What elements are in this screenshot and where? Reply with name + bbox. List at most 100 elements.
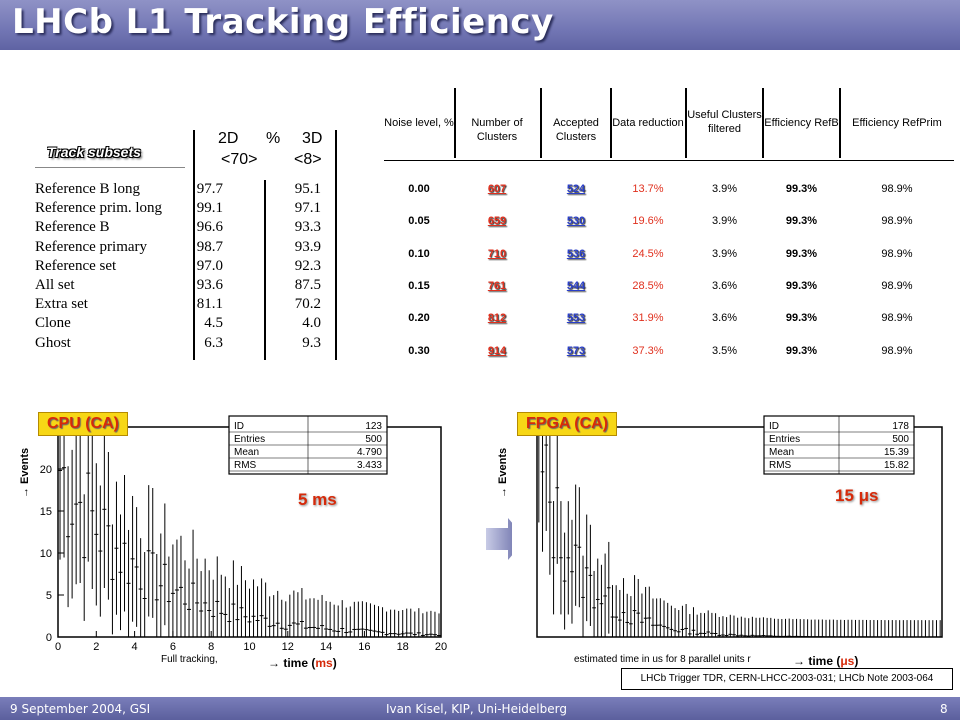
column-header: Efficiency RefB (764, 117, 839, 129)
subset-name: All set (35, 277, 75, 293)
stats-value: 15.39 (884, 447, 909, 458)
slide-title: LHCb L1 Tracking Efficiency (12, 2, 554, 42)
stats-label: RMS (769, 460, 792, 471)
fpga-time-axis-label: → time (μs) (793, 654, 859, 668)
x-tick-label: 10 (243, 641, 255, 653)
x-tick-label: 2 (93, 641, 99, 653)
table-cell: 553 (566, 312, 586, 325)
track-subsets-header: Track subsets (47, 144, 141, 160)
table-cell: 0.15 (408, 279, 430, 292)
table-cell: 659 (487, 215, 507, 228)
subset-name: Reference prim. long (35, 200, 163, 217)
subset-row: Reference B 96.6 93.3 (35, 219, 335, 238)
stats-label: RMS (234, 460, 257, 471)
table-cell: 98.9% (881, 279, 913, 292)
header-3d: 3D (302, 130, 323, 147)
subheader-3d: <8> (294, 151, 322, 168)
subset-row: Extra set 81.1 70.2 (35, 296, 335, 315)
y-tick-label: 10 (40, 548, 52, 560)
stats-value: 500 (892, 434, 909, 445)
y-tick-label: 15 (40, 506, 52, 518)
x-tick-label: 18 (397, 641, 409, 653)
table-cell: 0.20 (408, 312, 430, 325)
table-cell: 812 (487, 312, 507, 325)
column-header: Accepted Clusters (553, 117, 599, 143)
events-axis-label: → Events (19, 447, 31, 498)
column-divider (335, 130, 337, 360)
table-cell: 28.5% (632, 279, 664, 292)
stats-value: 123 (365, 421, 382, 432)
stats-value: 15.82 (884, 460, 909, 471)
table-cell: 98.9% (881, 247, 913, 260)
table-cell: 3.5% (711, 344, 738, 357)
footer-date: 9 September 2004, GSI (10, 702, 151, 716)
subset-row: Reference primary 98.7 93.9 (35, 239, 335, 258)
table-cell: 37.3% (632, 344, 664, 357)
subset-name: Ghost (35, 334, 71, 351)
value-3d: 87.5 (294, 277, 321, 293)
table-cell: 19.6% (632, 215, 664, 228)
table-cell: 99.3% (785, 247, 818, 260)
x-tick-label: 6 (170, 641, 176, 653)
column-header: Noise level, % (384, 117, 454, 129)
table-cell: 914 (487, 344, 507, 357)
table-cell: 99.3% (785, 183, 818, 195)
table-cell: 31.9% (632, 312, 664, 325)
x-caption: Full tracking, (161, 654, 218, 665)
subset-name: Reference B (35, 219, 110, 236)
table-cell: 710 (487, 247, 507, 260)
stats-value: 4.790 (357, 447, 382, 458)
subset-row: Reference B long 97.7 95.1 (35, 181, 335, 200)
y-tick-label: 5 (46, 590, 52, 602)
table-cell: 13.7% (632, 183, 664, 195)
table-cell: 99.3% (785, 344, 818, 357)
table-cell: 0.30 (408, 344, 430, 357)
value-2d: 96.6 (196, 219, 223, 236)
subheader-2d: <70> (221, 151, 258, 168)
stats-label: ID (769, 421, 779, 432)
subset-row: Reference prim. long 99.1 97.1 (35, 200, 335, 219)
column-divider (540, 88, 542, 158)
table-cell: 98.9% (881, 312, 913, 325)
subset-name: Reference primary (35, 238, 148, 255)
table-cell: 98.9% (881, 344, 913, 357)
subset-name: Reference B long (35, 181, 140, 197)
subset-name: Extra set (35, 296, 88, 313)
subset-row: Clone 4.5 4.0 (35, 315, 335, 334)
table-cell: 99.3% (785, 312, 818, 325)
value-3d: 93.9 (294, 238, 321, 255)
table-cell: 0.05 (408, 215, 430, 228)
cpu-time-highlight: 5 ms (298, 490, 337, 509)
value-3d: 70.2 (294, 296, 321, 313)
value-3d: 93.3 (294, 219, 321, 236)
fpga-time-highlight: 15 μs (835, 486, 879, 505)
table-cell: 3.9% (711, 183, 738, 195)
table-cell: 24.5% (632, 247, 664, 260)
footer-bar: 9 September 2004, GSI Ivan Kisel, KIP, U… (0, 697, 960, 720)
value-2d: 98.7 (196, 238, 223, 255)
stats-label: Mean (769, 447, 794, 458)
stats-value: 3.433 (357, 460, 382, 471)
column-header: Efficiency RefPrim (852, 117, 942, 129)
events-axis-label: → Events (497, 447, 509, 498)
value-3d: 95.1 (294, 181, 321, 197)
column-divider (610, 88, 612, 158)
table-cell: 99.3% (785, 215, 818, 228)
table-cell: 0.00 (408, 183, 430, 195)
stats-value: 178 (892, 421, 909, 432)
column-divider (264, 180, 266, 360)
y-tick-label: 0 (46, 632, 52, 644)
value-2d: 93.6 (196, 277, 223, 293)
table-cell: 761 (487, 279, 507, 292)
column-divider (454, 88, 456, 158)
column-divider (839, 88, 841, 158)
footer-author: Ivan Kisel, KIP, Uni-Heidelberg (386, 702, 567, 716)
table-cell: 3.6% (711, 312, 738, 325)
fpga-ca-tag: FPGA (CA) (517, 412, 618, 436)
x-tick-label: 16 (358, 641, 370, 653)
stats-label: Mean (234, 447, 259, 458)
value-2d: 6.3 (204, 334, 223, 351)
table-cell: 99.3% (785, 279, 818, 292)
x-tick-label: 8 (208, 641, 214, 653)
table-cell: 536 (566, 247, 586, 260)
